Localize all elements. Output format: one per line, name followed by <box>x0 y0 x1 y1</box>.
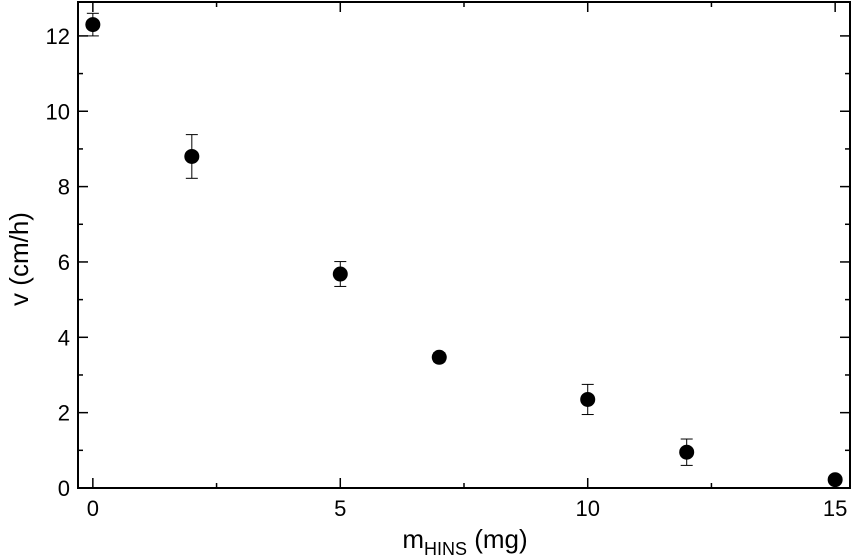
axis-ticks <box>78 2 850 489</box>
x-tick-label: 15 <box>823 496 847 521</box>
x-axis-label-main: m <box>402 524 424 554</box>
y-tick-label: 8 <box>58 175 70 200</box>
error-bars <box>86 12 842 483</box>
x-axis-label: mHINS (mg) <box>402 524 527 559</box>
tick-labels: 0 5 10 15 0 2 4 6 8 10 12 <box>46 24 848 521</box>
y-tick-label: 6 <box>58 250 70 275</box>
data-point <box>332 266 348 282</box>
x-axis-label-subscript: HINS <box>424 539 467 559</box>
x-tick-label: 0 <box>87 496 99 521</box>
data-point <box>679 444 695 460</box>
y-tick-label: 4 <box>58 325 70 350</box>
x-tick-label: 5 <box>334 496 346 521</box>
y-axis-label: v (cm/h) <box>4 212 34 306</box>
x-tick-label: 10 <box>575 496 599 521</box>
y-tick-label: 2 <box>58 401 70 426</box>
y-tick-label: 12 <box>46 24 70 49</box>
data-point <box>184 148 200 164</box>
data-point <box>580 391 596 407</box>
data-point <box>431 349 447 365</box>
x-axis-label-unit: (mg) <box>467 524 528 554</box>
data-point <box>85 17 101 33</box>
data-points <box>85 17 843 488</box>
y-tick-label: 0 <box>58 476 70 501</box>
plot-frame <box>77 1 851 489</box>
data-point <box>827 472 843 488</box>
y-tick-label: 10 <box>46 99 70 124</box>
